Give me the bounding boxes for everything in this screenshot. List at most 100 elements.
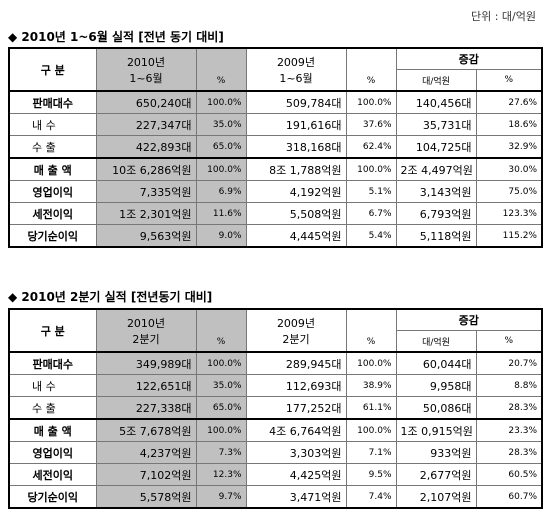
header-period-label: 2분기 [282,332,310,346]
cell-value: 9,563억원 [95,224,197,248]
cell-value: 50,086대 [395,396,477,420]
header-row: 대/억원% [9,69,543,92]
cell-value: 191,616대 [245,113,347,136]
cell-value: 65.0% [195,396,247,420]
cell-value: 9,958대 [395,374,477,397]
data-row: 영업이익 7,335억원 6.9% 4,192억원 5.1% 3,143억원 75.0% [8,180,543,203]
header-year: 2009년 [276,316,316,330]
header-category: 구 분 [8,308,97,353]
cell-value: 5,578억원 [95,485,197,509]
cell-value: 75.0% [475,180,543,203]
header-pct: % [345,47,397,92]
header-period: 2010년 1~6월 [95,47,197,92]
cell-value: 4,425억원 [245,463,347,486]
cell-value: 7,102억원 [95,463,197,486]
header-pct: % [195,47,247,92]
header-change-unit: 대/억원 [395,69,477,92]
cell-value: 23.3% [475,418,543,442]
cell-value: 9.0% [195,224,247,248]
cell-value: 4,445억원 [245,224,347,248]
cell-value: 6,793억원 [395,202,477,225]
row-label: 세전이익 [8,463,97,486]
header-change: 증감 [395,47,543,70]
cell-value: 60.5% [475,463,543,486]
cell-value: 4,192억원 [245,180,347,203]
data-row: 수 출 227,338대 65.0% 177,252대 61.1% 50,086대 28.3… [8,396,543,420]
cell-value: 227,347대 [95,113,197,136]
row-label: 매 출 액 [8,157,97,181]
row-label: 당기순이익 [8,224,97,248]
data-row: 판매대수 650,240대 100.0% 509,784대 100.0% 140,456대… [8,90,543,114]
data-row: 세전이익 7,102억원 12.3% 4,425억원 9.5% 2,677억원 60.5% [8,463,543,486]
data-row: 세전이익 1조 2,301억원 11.6% 5,508억원 6.7% 6,793억원 123… [8,202,543,225]
cell-value: 35,731대 [395,113,477,136]
header-change-unit: 대/억원 [395,330,477,353]
cell-value: 62.4% [345,135,397,159]
header-pct: % [195,308,247,353]
cell-value: 115.2% [475,224,543,248]
cell-value: 3,471억원 [245,485,347,509]
header-category: 구 분 [8,47,97,92]
cell-value: 7.1% [345,441,397,464]
cell-value: 349,989대 [95,351,197,375]
cell-value: 227,338대 [95,396,197,420]
cell-value: 100.0% [345,351,397,375]
cell-value: 35.0% [195,113,247,136]
cell-value: 9.5% [345,463,397,486]
data-row: 내 수 122,651대 35.0% 112,693대 38.9% 9,958대 8.8% [8,374,543,397]
header-period-label: 1~6월 [129,71,163,85]
cell-value: 20.7% [475,351,543,375]
cell-value: 6.9% [195,180,247,203]
cell-value: 65.0% [195,135,247,159]
cell-value: 11.6% [195,202,247,225]
cell-value: 38.9% [345,374,397,397]
cell-value: 100.0% [195,157,247,181]
cell-value: 5,508억원 [245,202,347,225]
cell-value: 100.0% [345,90,397,114]
cell-value: 6.7% [345,202,397,225]
cell-value: 509,784대 [245,90,347,114]
header-change: 증감 [395,308,543,331]
cell-value: 28.3% [475,441,543,464]
cell-value: 422,893대 [95,135,197,159]
cell-value: 32.9% [475,135,543,159]
row-label: 매 출 액 [8,418,97,442]
row-label: 판매대수 [8,90,97,114]
cell-value: 4조 6,764억원 [245,418,347,442]
results-table: 구 분 2010년 2분기% 2009년 2분기% 증감 대/억원% 판매대수 349,989대… [8,308,543,509]
cell-value: 60,044대 [395,351,477,375]
header-period: 2009년 2분기 [245,308,347,353]
cell-value: 2조 4,497억원 [395,157,477,181]
cell-value: 4,237억원 [95,441,197,464]
cell-value: 1조 2,301억원 [95,202,197,225]
cell-value: 5,118억원 [395,224,477,248]
header-year: 2010년 [126,316,166,330]
header-row: 구 분 2010년 2분기% 2009년 2분기% 증감 [8,308,543,353]
cell-value: 177,252대 [245,396,347,420]
row-label: 수 출 [8,135,97,159]
cell-value: 2,677억원 [395,463,477,486]
header-row: 대/억원% [9,330,543,353]
header-year: 2010년 [126,55,166,69]
cell-value: 318,168대 [245,135,347,159]
cell-value: 5.4% [345,224,397,248]
cell-value: 37.6% [345,113,397,136]
row-label: 당기순이익 [8,485,97,509]
cell-value: 28.3% [475,396,543,420]
data-row: 매 출 액 5조 7,678억원 100.0% 4조 6,764억원 100.0% 1조 … [8,418,543,442]
data-row: 매 출 액 10조 6,286억원 100.0% 8조 1,788억원 100.0% 2조… [8,157,543,181]
cell-value: 3,143억원 [395,180,477,203]
cell-value: 289,945대 [245,351,347,375]
section-title: ◆ 2010년 1~6월 실적 [전년 동기 대비] [8,30,224,44]
cell-value: 650,240대 [95,90,197,114]
row-label: 수 출 [8,396,97,420]
header-period-label: 1~6월 [279,71,313,85]
cell-value: 35.0% [195,374,247,397]
header-change-pct: % [475,69,543,92]
cell-value: 61.1% [345,396,397,420]
section-title: ◆ 2010년 2분기 실적 [전년동기 대비] [8,290,213,304]
cell-value: 9.7% [195,485,247,509]
cell-value: 104,725대 [395,135,477,159]
cell-value: 100.0% [195,351,247,375]
